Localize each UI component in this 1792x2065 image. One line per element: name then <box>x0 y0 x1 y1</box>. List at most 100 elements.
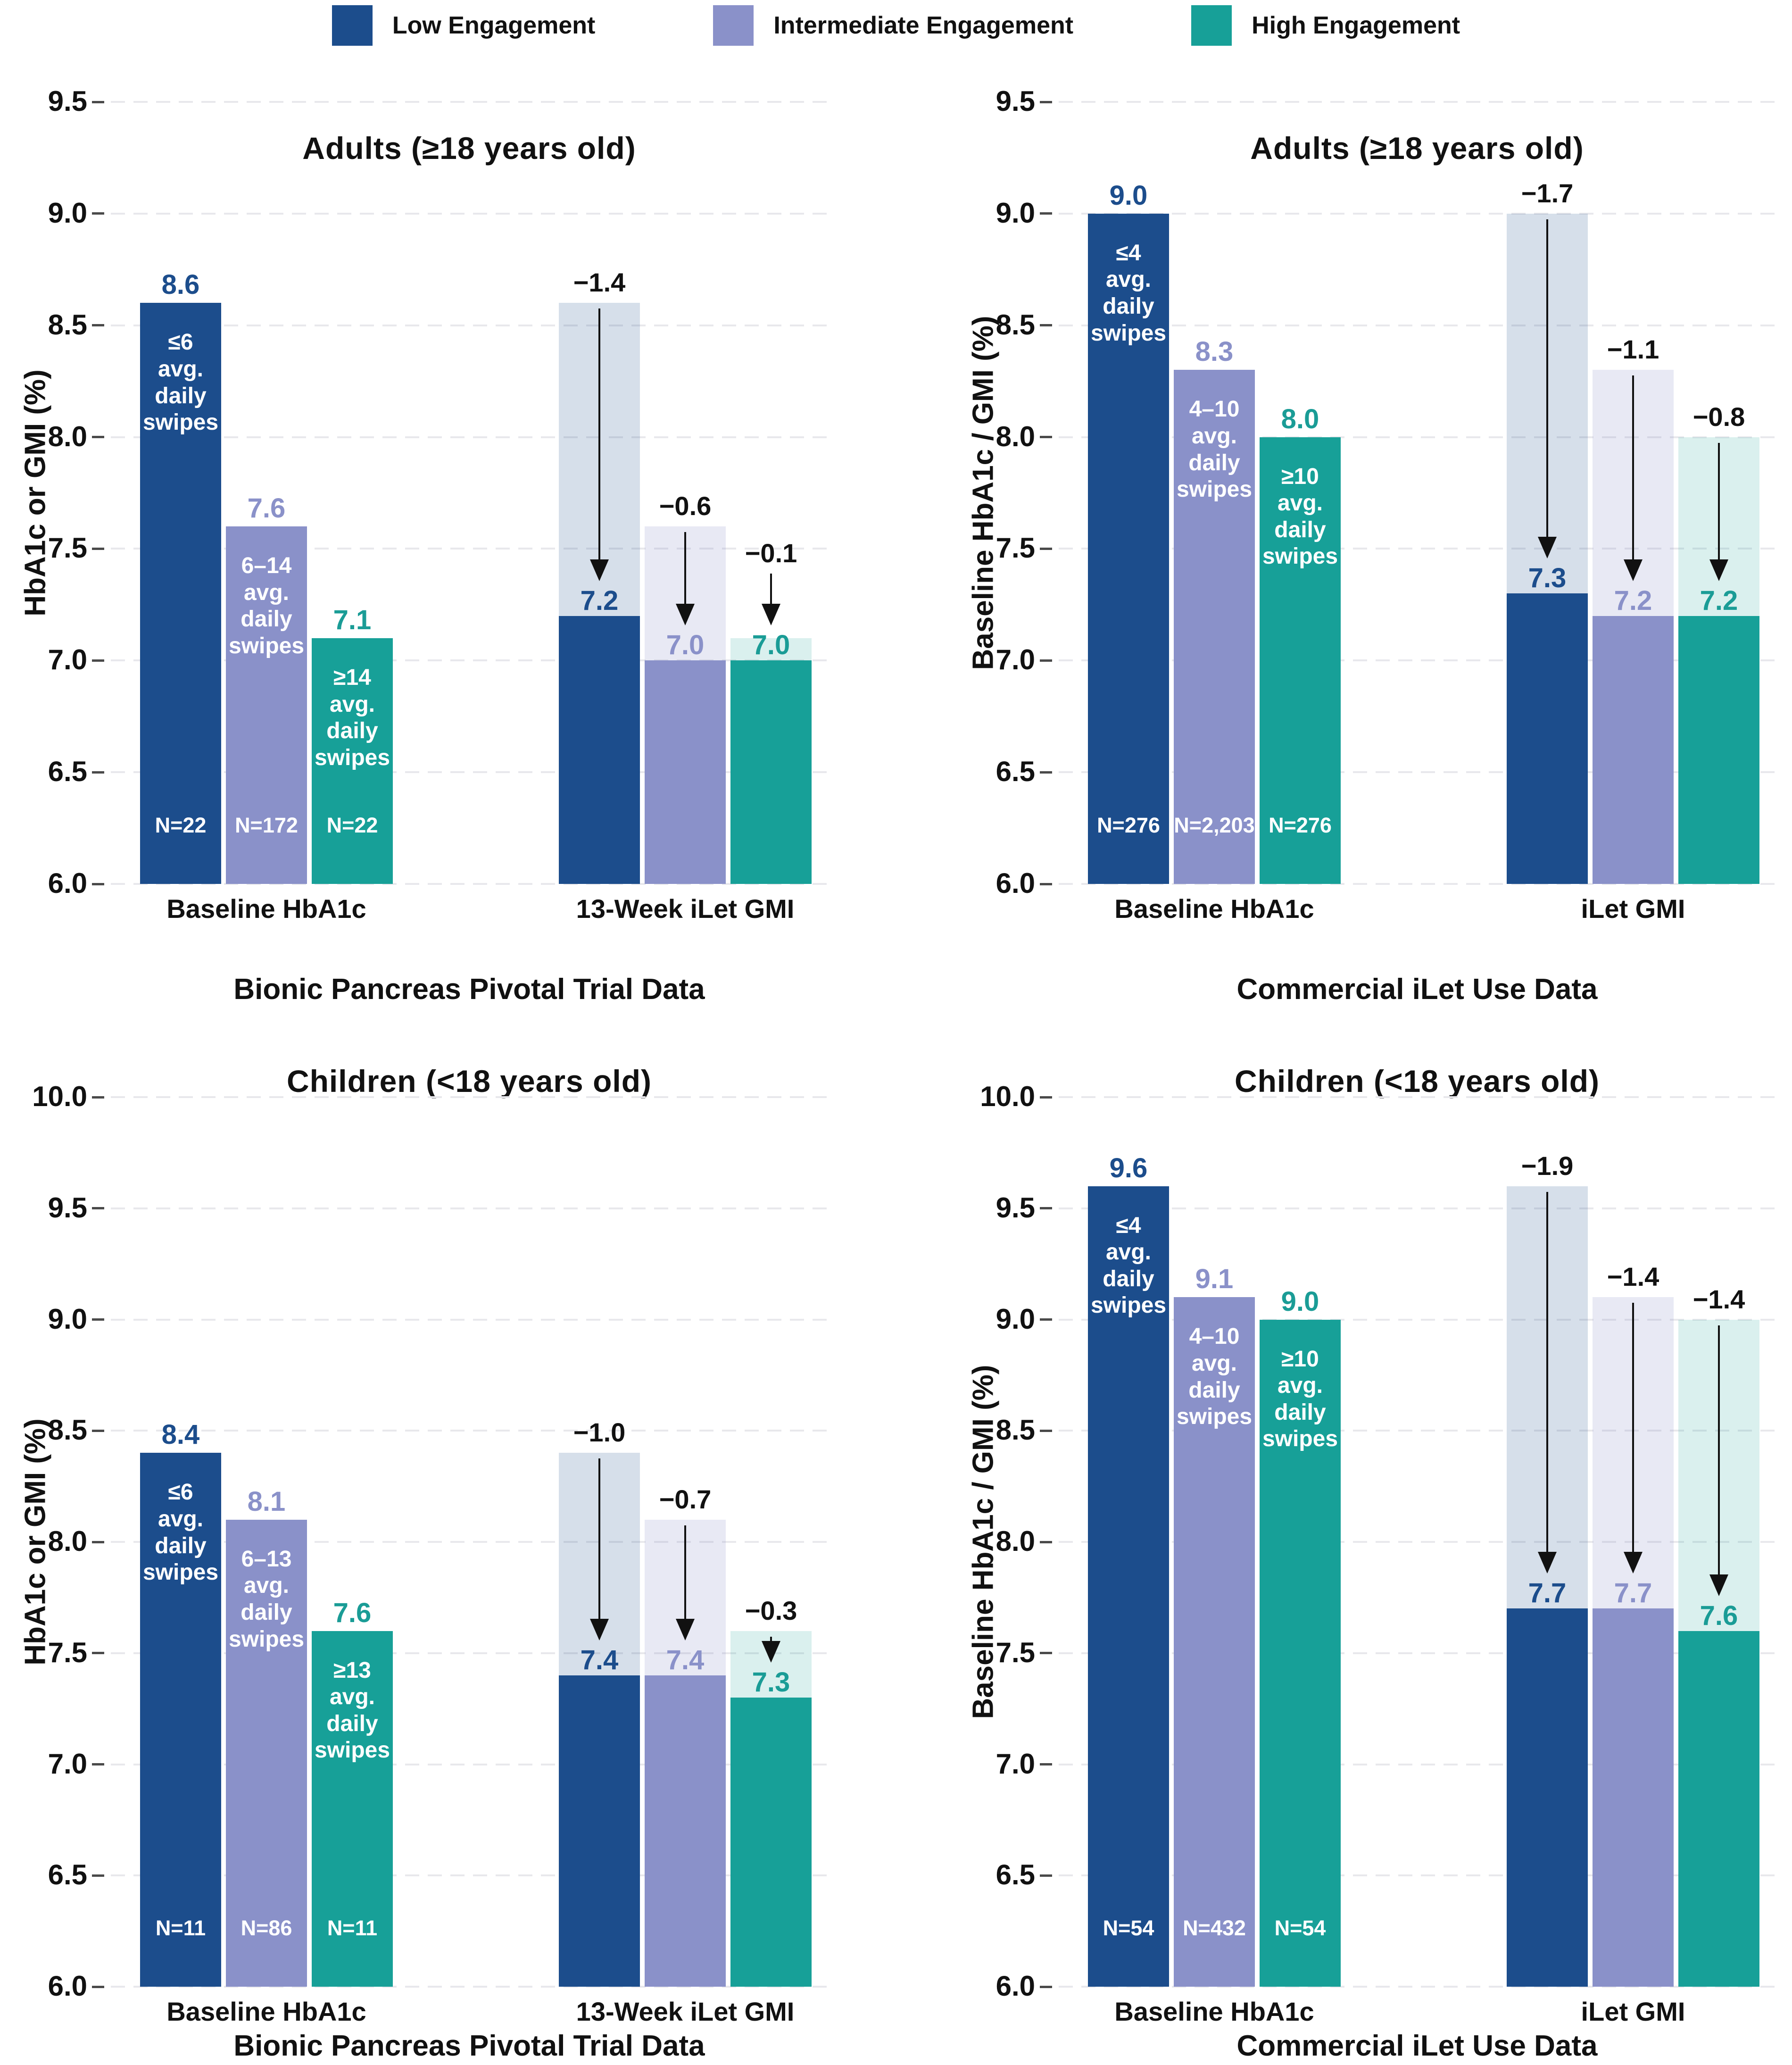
y-tick-label: 9.5 <box>996 85 1035 117</box>
y-tick-mark <box>1040 659 1052 662</box>
bar-category-line: swipes <box>228 633 305 658</box>
panel-title: Adults (≥18 years old) <box>302 131 636 166</box>
y-tick-label: 6.0 <box>48 867 87 899</box>
arrow-line <box>684 1525 686 1619</box>
gridline <box>1059 324 1775 326</box>
gridline <box>1059 1763 1775 1765</box>
bar-category-line: daily <box>241 1600 292 1625</box>
bar-value-label: 8.0 <box>1281 403 1319 434</box>
arrow-line <box>1546 1191 1548 1552</box>
y-tick-label: 9.0 <box>996 197 1035 229</box>
bar-category-line: daily <box>1188 450 1240 475</box>
bar <box>312 1631 393 1987</box>
gridline <box>111 1541 828 1543</box>
bar-category-line: avg. <box>158 356 204 382</box>
panel-title: Children (<18 years old) <box>286 1064 652 1099</box>
y-tick-mark <box>92 324 104 327</box>
bar <box>1507 1608 1588 1987</box>
bar-category-label: ≤4 avg. daily swipes <box>1088 240 1169 347</box>
x-axis-title: Commercial iLet Use Data <box>1236 973 1598 1006</box>
bar-category-line: daily <box>155 1533 207 1558</box>
y-tick-label: 6.5 <box>996 756 1035 788</box>
gridline <box>1059 212 1775 215</box>
bar <box>1507 593 1588 884</box>
bar-category-line: daily <box>1274 1399 1326 1425</box>
y-tick-label: 8.5 <box>48 308 87 341</box>
y-tick-label: 6.0 <box>48 1970 87 2002</box>
bar-value-label: 7.4 <box>666 1644 705 1675</box>
bar-value-label: 8.1 <box>247 1486 286 1517</box>
x-tick-label: Baseline HbA1c <box>166 894 366 924</box>
y-tick-label: 10.0 <box>32 1081 87 1112</box>
bar-category-line: ≥14 <box>333 665 371 690</box>
y-tick-label: 6.0 <box>996 1970 1035 2002</box>
bar-category-line: ≤4 <box>1116 240 1141 266</box>
y-tick-label: 9.0 <box>996 1303 1035 1335</box>
x-tick-label: Baseline HbA1c <box>1114 1997 1314 2026</box>
bar-category-line: swipes <box>142 1560 219 1585</box>
y-tick-label: 7.5 <box>996 1636 1035 1668</box>
gridline <box>1059 1096 1775 1098</box>
x-tick-label: iLet GMI <box>1581 894 1685 924</box>
bar-n-label: N=54 <box>1103 1916 1154 1940</box>
gridline <box>111 324 828 326</box>
legend-swatch-high-icon <box>1191 5 1232 46</box>
y-tick-mark <box>92 1318 104 1321</box>
bar-category-line: swipes <box>1262 1426 1338 1452</box>
bar-category-line: swipes <box>314 1738 390 1763</box>
bar-value-label: 7.0 <box>752 630 790 661</box>
bar-category-line: avg. <box>243 1573 290 1599</box>
bar-category-line: avg. <box>1191 1350 1237 1376</box>
bar-category-label: 6–13 avg. daily swipes <box>226 1546 307 1653</box>
y-tick-mark <box>92 1985 104 1988</box>
legend-item-high-engagement: High Engagement <box>1191 5 1460 46</box>
x-tick-label: iLet GMI <box>1581 1997 1685 2026</box>
bar-value-label: 7.2 <box>580 585 619 616</box>
y-tick-mark <box>1040 883 1052 885</box>
bar <box>559 616 640 884</box>
y-tick-label: 8.5 <box>996 308 1035 341</box>
bar-value-label: 8.4 <box>161 1419 200 1450</box>
legend-label: High Engagement <box>1252 12 1460 39</box>
arrow-line <box>1632 375 1634 559</box>
bar <box>1593 1608 1674 1987</box>
bar <box>226 526 307 884</box>
bar-value-label: 7.7 <box>1528 1578 1567 1609</box>
bar-category-line: avg. <box>1105 267 1152 292</box>
arrow-down-icon <box>1538 537 1557 559</box>
delta-label: −1.7 <box>1521 178 1574 208</box>
y-tick-mark <box>1040 436 1052 439</box>
bar-category-label: ≥10 avg. daily swipes <box>1260 464 1341 571</box>
arrow-down-icon <box>590 559 609 581</box>
panel-title: Adults (≥18 years old) <box>1250 131 1584 166</box>
gridline <box>1059 883 1775 885</box>
bar-category-line: daily <box>1188 1377 1240 1403</box>
bar-value-label: 8.6 <box>161 269 200 300</box>
arrow-line <box>1546 219 1548 537</box>
y-tick-mark <box>1040 1652 1052 1655</box>
gridline <box>111 883 828 885</box>
gridline <box>1059 771 1775 774</box>
y-tick-label: 8.0 <box>48 420 87 452</box>
bar-category-line: swipes <box>1176 477 1253 502</box>
bar <box>645 1675 726 1987</box>
bar <box>1678 616 1759 884</box>
bar <box>1260 437 1341 884</box>
delta-label: −0.7 <box>659 1484 712 1514</box>
gridline <box>111 1874 828 1877</box>
arrow-line <box>598 1458 600 1619</box>
y-tick-label: 9.5 <box>996 1191 1035 1224</box>
bar-category-label: ≥14 avg. daily swipes <box>312 665 393 772</box>
bar <box>1260 1319 1341 1987</box>
x-axis-title: Bionic Pancreas Pivotal Trial Data <box>233 2030 705 2062</box>
bar-category-line: swipes <box>142 410 219 435</box>
bar-value-label: 7.6 <box>333 1597 372 1628</box>
delta-label: −1.4 <box>1692 1284 1745 1314</box>
bar-n-label: N=432 <box>1183 1916 1246 1940</box>
ghost-bar <box>730 638 812 661</box>
arrow-line <box>1632 1303 1634 1552</box>
y-tick-mark <box>92 100 104 103</box>
bar-value-label: 7.2 <box>1614 585 1652 616</box>
bar <box>730 660 812 884</box>
